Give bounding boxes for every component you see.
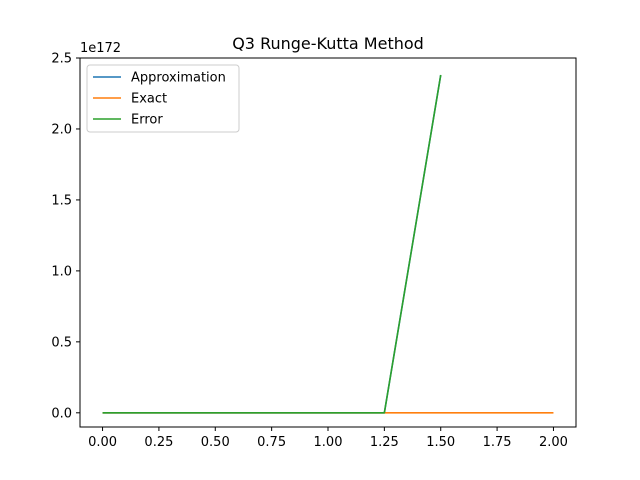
x-tick-label: 1.75 <box>483 435 512 450</box>
x-axis: 0.00 0.25 0.50 0.75 1.00 1.25 1.50 1.75 2.00 <box>88 427 568 450</box>
legend: Approximation Exact Error <box>86 64 240 133</box>
x-tick-label: 0.00 <box>88 435 117 450</box>
x-tick-label: 0.50 <box>201 435 230 450</box>
y-tick-label: 2.5 <box>51 52 72 67</box>
legend-label-approximation: Approximation <box>131 71 226 86</box>
x-tick-label: 2.00 <box>539 435 568 450</box>
x-tick-label: 1.50 <box>426 435 455 450</box>
legend-label-error: Error <box>131 113 163 128</box>
plot-frame <box>79 57 577 428</box>
x-tick-label: 1.00 <box>314 435 343 450</box>
x-tick-label: 0.75 <box>257 435 286 450</box>
legend-label-exact: Exact <box>131 92 167 107</box>
y-axis: 0.0 0.5 1.0 1.5 2.0 2.5 <box>51 52 80 421</box>
legend-box <box>86 64 240 133</box>
series-layer <box>102 74 554 414</box>
chart-title: Q3 Runge-Kutta Method <box>232 34 424 53</box>
series-line-error <box>102 74 442 414</box>
y-tick-label: 0.0 <box>51 406 72 421</box>
y-tick-label: 1.5 <box>51 193 72 208</box>
y-tick-label: 1.0 <box>51 264 72 279</box>
y-tick-label: 2.0 <box>51 122 72 137</box>
x-tick-label: 0.25 <box>144 435 173 450</box>
y-offset-label: 1e172 <box>80 41 121 56</box>
y-tick-label: 0.5 <box>51 335 72 350</box>
x-tick-label: 1.25 <box>370 435 399 450</box>
